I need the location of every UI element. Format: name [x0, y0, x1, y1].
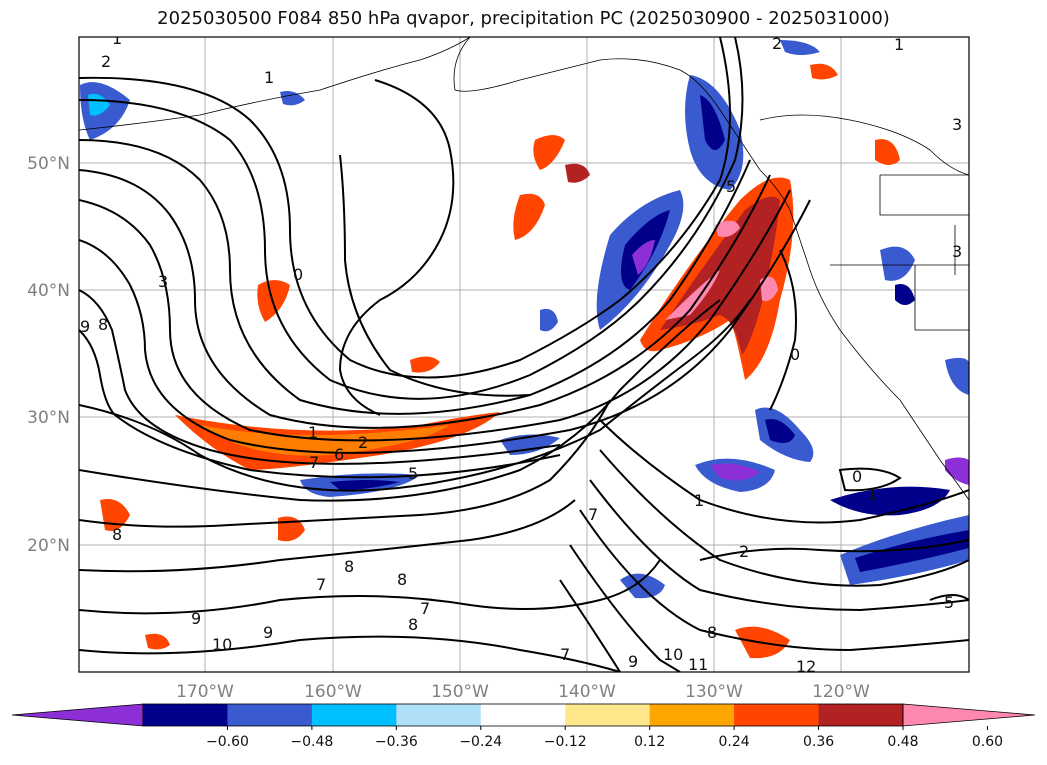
contour-label: 2	[101, 52, 111, 71]
contour-label: 2	[772, 34, 782, 53]
contour-label: 0	[293, 265, 303, 284]
colorbar-outline	[142, 703, 904, 727]
contour-label: 7	[420, 599, 430, 618]
colorbar-segment	[480, 704, 566, 726]
contour-label: 1	[112, 29, 122, 48]
contour-label: 3	[952, 115, 962, 134]
contour-label: 12	[796, 657, 816, 676]
qvapor-contours	[79, 37, 969, 672]
colorbar-segment	[227, 704, 313, 726]
colorbar-tick-label: −0.36	[375, 734, 418, 750]
contour-label: 7	[309, 453, 319, 472]
colorbar-segment	[649, 704, 735, 726]
figure-title: 2025030500 F084 850 hPa qvapor, precipit…	[157, 8, 890, 29]
latitude-labels: 50°N 40°N 30°N 20°N	[27, 154, 70, 556]
contour-label: 11	[688, 655, 708, 674]
lon-label: 160°W	[304, 682, 362, 702]
longitude-labels: 170°W 160°W 150°W 140°W 130°W 120°W	[176, 682, 870, 702]
contour-label: 1	[867, 485, 877, 504]
contour-label: 0	[790, 345, 800, 364]
colorbar-tick-label: 0.48	[887, 734, 918, 750]
contour-label: 1	[894, 35, 904, 54]
coastlines	[79, 37, 969, 501]
lon-label: 130°W	[685, 682, 743, 702]
colorbar-tick-label: −0.48	[290, 734, 333, 750]
contour-label: 2	[739, 542, 749, 561]
lon-label: 170°W	[176, 682, 234, 702]
contour-label: 9	[628, 652, 638, 671]
colorbar-tick-label: 0.60	[972, 734, 1003, 750]
colorbar-segment	[734, 704, 820, 726]
colorbar-segment	[818, 704, 904, 726]
lat-label: 30°N	[27, 408, 70, 428]
contour-label: 9	[80, 317, 90, 336]
map-content: 1 2 2 1 3 0 9 8 3 1 1 1 7 6 5 2 8 7 8 7	[79, 29, 969, 676]
contour-label: 0	[852, 467, 862, 486]
contour-label: 8	[707, 623, 717, 642]
lat-label: 40°N	[27, 281, 70, 301]
map-background	[79, 37, 969, 672]
lon-label: 150°W	[431, 682, 489, 702]
colorbar-ticks: −0.60 −0.48 −0.36 −0.24 −0.12 0.12 0.24 0.36 0.4…	[206, 726, 1003, 750]
colorbar-extend-low	[11, 703, 144, 727]
contour-label: 7	[588, 505, 598, 524]
colorbar	[11, 703, 1036, 727]
contour-label: 3	[158, 272, 168, 291]
contour-label: 5	[726, 177, 736, 196]
contour-label: 8	[397, 570, 407, 589]
colorbar-tick-label: −0.60	[206, 734, 249, 750]
contour-label: 1	[694, 491, 704, 510]
contour-label: 1	[264, 68, 274, 87]
colorbar-tick-label: −0.24	[459, 734, 502, 750]
precip-shading	[80, 40, 969, 659]
contour-label: 5	[408, 464, 418, 483]
colorbar-segment	[396, 704, 482, 726]
colorbar-segment	[565, 704, 651, 726]
lon-label: 120°W	[812, 682, 870, 702]
contour-label: 8	[98, 315, 108, 334]
contour-label: 9	[191, 609, 201, 628]
colorbar-tick-label: 0.12	[634, 734, 665, 750]
contour-label: 6	[334, 445, 344, 464]
contour-label: 5	[944, 593, 954, 612]
contour-label: 3	[952, 242, 962, 261]
colorbar-tick-label: 0.24	[719, 734, 750, 750]
contour-label: 8	[408, 615, 418, 634]
contour-label: 7	[560, 645, 570, 664]
lat-label: 50°N	[27, 154, 70, 174]
contour-label: 7	[316, 575, 326, 594]
colorbar-extend-high	[902, 703, 1036, 727]
lat-label: 20°N	[27, 536, 70, 556]
colorbar-tick-label: 0.36	[803, 734, 834, 750]
contour-label: 9	[263, 623, 273, 642]
contour-label: 10	[663, 645, 683, 664]
lon-label: 140°W	[558, 682, 616, 702]
contour-label: 1	[308, 423, 318, 442]
contour-labels: 1 2 2 1 3 0 9 8 3 1 1 1 7 6 5 2 8 7 8 7	[80, 29, 962, 676]
contour-label: 8	[112, 525, 122, 544]
colorbar-segment	[311, 704, 397, 726]
map-frame	[78, 36, 970, 673]
gridlines	[79, 37, 969, 672]
colorbar-tick-label: −0.12	[544, 734, 587, 750]
contour-label: 2	[358, 433, 368, 452]
contour-label: 10	[212, 635, 232, 654]
colorbar-segment	[143, 704, 228, 726]
contour-label: 8	[344, 557, 354, 576]
